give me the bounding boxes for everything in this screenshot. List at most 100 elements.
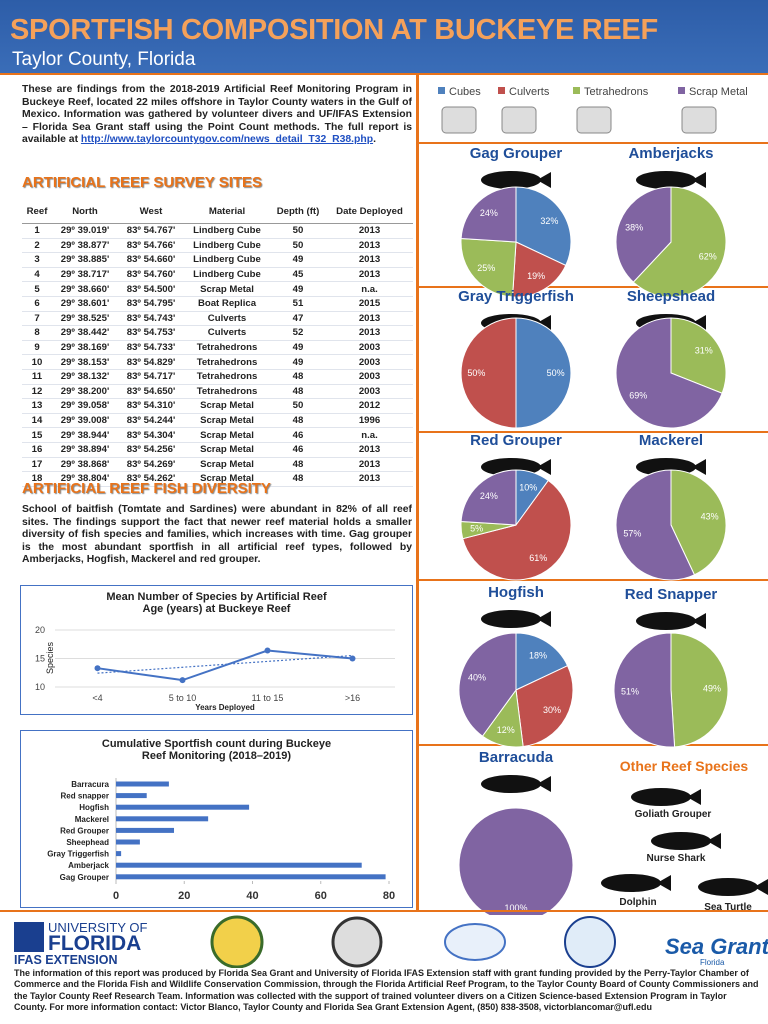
data-label: 10% [519,482,537,492]
data-label: 38% [625,222,643,232]
table-cell: Scrap Metal [184,413,270,429]
data-label: 12% [497,725,515,735]
fish-icon [537,315,551,331]
fish-icon [692,459,706,475]
table-cell: Culverts [184,311,270,327]
category-label: Red Grouper [60,826,109,835]
table-cell: 2003 [326,384,413,400]
logo-text: UNIVERSITY OF [48,920,148,935]
table-row: 18 29º 38.804' 83º 54.262' Scrap Metal 48 201… [22,471,413,487]
pie-slice [460,469,517,526]
category-label: Gray Triggerfish [47,850,109,859]
data-point [94,665,101,672]
logos: UNIVERSITY OF FLORIDA IFAS EXTENSION Sea… [14,915,768,968]
pie-title: Sheepshead [627,288,715,305]
table-cell: 29º 39.008' [52,413,118,429]
data-label: 57% [623,529,641,539]
table-cell: 45 [270,267,326,283]
table-cell: 83º 54.743' [118,311,184,327]
data-label: 32% [540,216,558,226]
logo-text: Sea Grant [665,934,768,959]
fish-icon [631,788,691,806]
x-axis-label: Years Deployed [195,703,255,712]
table-cell: 83º 54.650' [118,384,184,400]
table-cell: 2013 [326,223,413,239]
table-cell: 49 [270,252,326,268]
table-cell: 6 [22,296,52,312]
table-cell: 29º 38.804' [52,471,118,487]
fish-icon [636,612,696,630]
column-header: North [52,199,118,224]
table-cell: 14 [22,413,52,429]
table-cell: 12 [22,384,52,400]
table-row: 11 29º 38.132' 83º 54.717' Tetrahedrons 48 20… [22,369,413,385]
pie-slice [460,186,517,243]
poster-title: SPORTFISH COMPOSITION AT BUCKEYE REEF [10,14,658,46]
category-label: Barracura [71,780,109,789]
data-label: 51% [621,686,639,696]
report-link[interactable]: http://www.taylorcountygov.com/news_deta… [80,134,374,146]
y-tick-label: 10 [35,682,45,692]
chamber-logo [444,923,506,961]
legend-label: Tetrahedrons [584,86,649,98]
trendline [97,654,353,674]
pie-title: Red Snapper [625,586,718,603]
table-cell: 29º 38.153' [52,354,118,370]
table-cell: 49 [270,354,326,370]
pie-slice [460,317,517,429]
table-row: 15 29º 38.944' 83º 54.304' Scrap Metal 46 n.a… [22,427,413,443]
x-tick-label: >16 [345,693,360,703]
pie-slice [458,632,517,737]
legend-label: Culverts [509,86,550,98]
table-cell: 29º 38.877' [52,238,118,254]
pie-title: Hogfish [488,584,544,601]
data-label: 43% [701,511,719,521]
footer-rule [0,910,768,912]
table-cell: Lindberg Cube [184,238,270,254]
table-row: 12 29º 38.200' 83º 54.650' Tetrahedrons 48 20… [22,384,413,400]
x-tick-label: 40 [246,890,258,902]
pie-slice [615,186,672,283]
table-cell: 29º 38.868' [52,457,118,473]
fish-icon [636,171,696,189]
table-cell: Scrap Metal [184,427,270,443]
y-tick-label: 15 [35,654,45,664]
table-cell: 48 [270,369,326,385]
table-cell: Lindberg Cube [184,252,270,268]
table-cell: 9 [22,340,52,356]
data-label: 31% [695,346,713,356]
table-cell: Lindberg Cube [184,267,270,283]
table-cell: 2013 [326,325,413,341]
pie-title: Gray Triggerfish [458,288,574,305]
table-cell: 4 [22,267,52,283]
table-cell: 48 [270,384,326,400]
bar [116,851,122,857]
fish-icon [692,613,706,629]
pie-panel: Cubes Culverts Tetrahedrons Scrap Metal Gag … [419,86,768,915]
material-icon [681,106,717,134]
table-cell: Tetrahedrons [184,354,270,370]
fish-icon [651,832,711,850]
table-row: 13 29º 39.058' 83º 54.310' Scrap Metal 50 201… [22,398,413,414]
column-header: Date Deployed [326,199,413,224]
table-cell: Tetrahedrons [184,384,270,400]
data-label: 50% [547,368,565,378]
table-cell: Scrap Metal [184,471,270,487]
table-cell: 48 [270,413,326,429]
legend-swatch [678,87,685,94]
table-row: 6 29º 38.601' 83º 54.795' Boat Replica 51 201… [22,296,413,312]
y-tick-label: 20 [35,625,45,635]
section-heading: Other Reef Species [620,758,749,774]
table-cell: Scrap Metal [184,442,270,458]
legend-swatch [573,87,580,94]
table-cell: 83º 54.767' [118,223,184,239]
table-cell: 18 [22,471,52,487]
table-cell: 2013 [326,252,413,268]
table-cell: 29º 38.442' [52,325,118,341]
table-cell: 29º 38.601' [52,296,118,312]
table-cell: 29º 38.169' [52,340,118,356]
table-cell: 83º 54.660' [118,252,184,268]
table-cell: 83º 54.829' [118,354,184,370]
pie-slice [458,807,574,915]
fish-icon [481,775,541,793]
